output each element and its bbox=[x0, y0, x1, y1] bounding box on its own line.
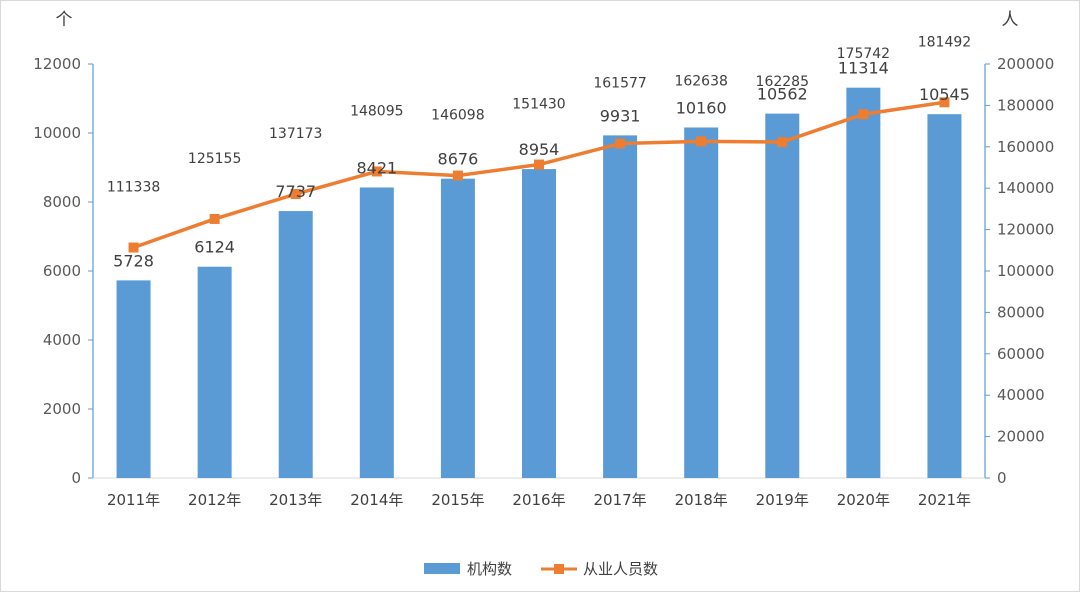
line-value-label: 181492 bbox=[918, 34, 971, 50]
line-point bbox=[777, 137, 788, 148]
line-value-label: 146098 bbox=[431, 108, 484, 124]
right-axis-unit: 人 bbox=[1002, 10, 1019, 30]
left-tick-label: 0 bbox=[71, 469, 81, 487]
right-tick-label: 120000 bbox=[997, 221, 1054, 239]
x-tick-label: 2015年 bbox=[431, 491, 484, 509]
right-tick-label: 180000 bbox=[997, 96, 1054, 114]
line-point bbox=[858, 109, 869, 120]
right-tick-label: 40000 bbox=[997, 386, 1045, 404]
bar-value-label: 5728 bbox=[113, 251, 154, 270]
x-tick-label: 2013年 bbox=[269, 491, 322, 509]
right-tick-label: 80000 bbox=[997, 303, 1045, 321]
bar-data-labels: 5728 6124 7737 8421 8676 8954 9931 10160 10562 11… bbox=[113, 59, 970, 271]
legend-bar-label: 机构数 bbox=[467, 560, 512, 578]
bar bbox=[603, 135, 638, 478]
bar bbox=[359, 187, 394, 478]
line-point bbox=[939, 97, 950, 108]
bar-value-label: 10545 bbox=[919, 85, 970, 104]
line-point bbox=[452, 170, 463, 181]
line-value-label: 175742 bbox=[837, 46, 890, 62]
right-tick-label: 160000 bbox=[997, 138, 1054, 156]
left-tick-label: 12000 bbox=[33, 55, 81, 73]
left-tick-label: 8000 bbox=[43, 193, 81, 211]
line-data-labels: 111338 125155 137173 148095 146098 151430 1615… bbox=[107, 34, 971, 195]
bar bbox=[278, 211, 313, 479]
line-series bbox=[128, 97, 950, 253]
x-tick-label: 2014年 bbox=[350, 491, 403, 509]
legend: 机构数 从业人员数 bbox=[424, 560, 658, 578]
left-axis: 0 2000 4000 6000 8000 10000 12000 个 bbox=[33, 10, 94, 487]
line-point bbox=[615, 138, 626, 149]
x-tick-label: 2017年 bbox=[593, 491, 646, 509]
bar-value-label: 8676 bbox=[438, 150, 479, 169]
line-value-label: 162285 bbox=[756, 74, 809, 90]
bar bbox=[116, 280, 151, 478]
left-tick-label: 6000 bbox=[43, 262, 81, 280]
line-point bbox=[696, 136, 707, 147]
legend-bar-swatch bbox=[424, 563, 460, 574]
x-tick-label: 2016年 bbox=[512, 491, 565, 509]
bar bbox=[927, 114, 962, 478]
x-tick-label: 2020年 bbox=[837, 491, 890, 509]
right-tick-label: 200000 bbox=[997, 55, 1054, 73]
legend-line-marker bbox=[554, 564, 564, 574]
bar bbox=[765, 113, 800, 479]
bar bbox=[522, 169, 556, 478]
bar-value-label: 10160 bbox=[676, 98, 727, 117]
bar-value-label: 9931 bbox=[600, 106, 641, 125]
bar-value-label: 11314 bbox=[838, 59, 889, 78]
line-point bbox=[128, 242, 139, 253]
line-value-label: 111338 bbox=[107, 180, 160, 196]
right-tick-label: 100000 bbox=[997, 262, 1054, 280]
x-tick-label: 2019年 bbox=[756, 491, 809, 509]
left-tick-label: 4000 bbox=[43, 331, 81, 349]
right-tick-label: 0 bbox=[997, 469, 1007, 487]
line-point bbox=[290, 189, 301, 200]
bar-value-label: 8421 bbox=[356, 158, 397, 177]
bar-series bbox=[116, 87, 962, 479]
right-axis: 0 20000 40000 60000 80000 100000 120000 140000 1… bbox=[984, 10, 1054, 487]
legend-line-label: 从业人员数 bbox=[583, 560, 658, 578]
bar bbox=[440, 178, 475, 479]
left-axis-unit: 个 bbox=[56, 10, 73, 30]
right-tick-label: 20000 bbox=[997, 428, 1045, 446]
line-value-label: 161577 bbox=[593, 76, 646, 92]
bar-value-label: 7737 bbox=[275, 182, 316, 201]
x-tick-label: 2018年 bbox=[675, 491, 728, 509]
line-value-label: 137173 bbox=[269, 126, 322, 142]
left-tick-label: 2000 bbox=[43, 400, 81, 418]
bar bbox=[197, 266, 232, 478]
x-tick-label: 2021年 bbox=[918, 491, 971, 509]
left-tick-label: 10000 bbox=[33, 124, 81, 142]
bar-value-label: 8954 bbox=[519, 140, 560, 159]
bar bbox=[846, 87, 881, 479]
line-value-label: 162638 bbox=[674, 73, 727, 89]
bar-value-label: 6124 bbox=[194, 238, 235, 257]
line-value-label: 125155 bbox=[188, 151, 241, 167]
bar-value-label: 10562 bbox=[757, 85, 808, 104]
right-tick-label: 140000 bbox=[997, 179, 1054, 197]
x-tick-label: 2011年 bbox=[107, 491, 160, 509]
x-tick-label: 2012年 bbox=[188, 491, 241, 509]
line-value-label: 151430 bbox=[512, 97, 565, 113]
x-axis: 2011年 2012年 2013年 2014年 2015年 2016年 2017年 2018年… bbox=[93, 477, 985, 509]
line-value-label: 148095 bbox=[350, 103, 403, 119]
bar bbox=[684, 127, 719, 478]
line-point bbox=[534, 159, 544, 170]
line-point bbox=[371, 166, 382, 177]
line-point bbox=[209, 213, 220, 224]
right-tick-label: 60000 bbox=[997, 345, 1045, 363]
